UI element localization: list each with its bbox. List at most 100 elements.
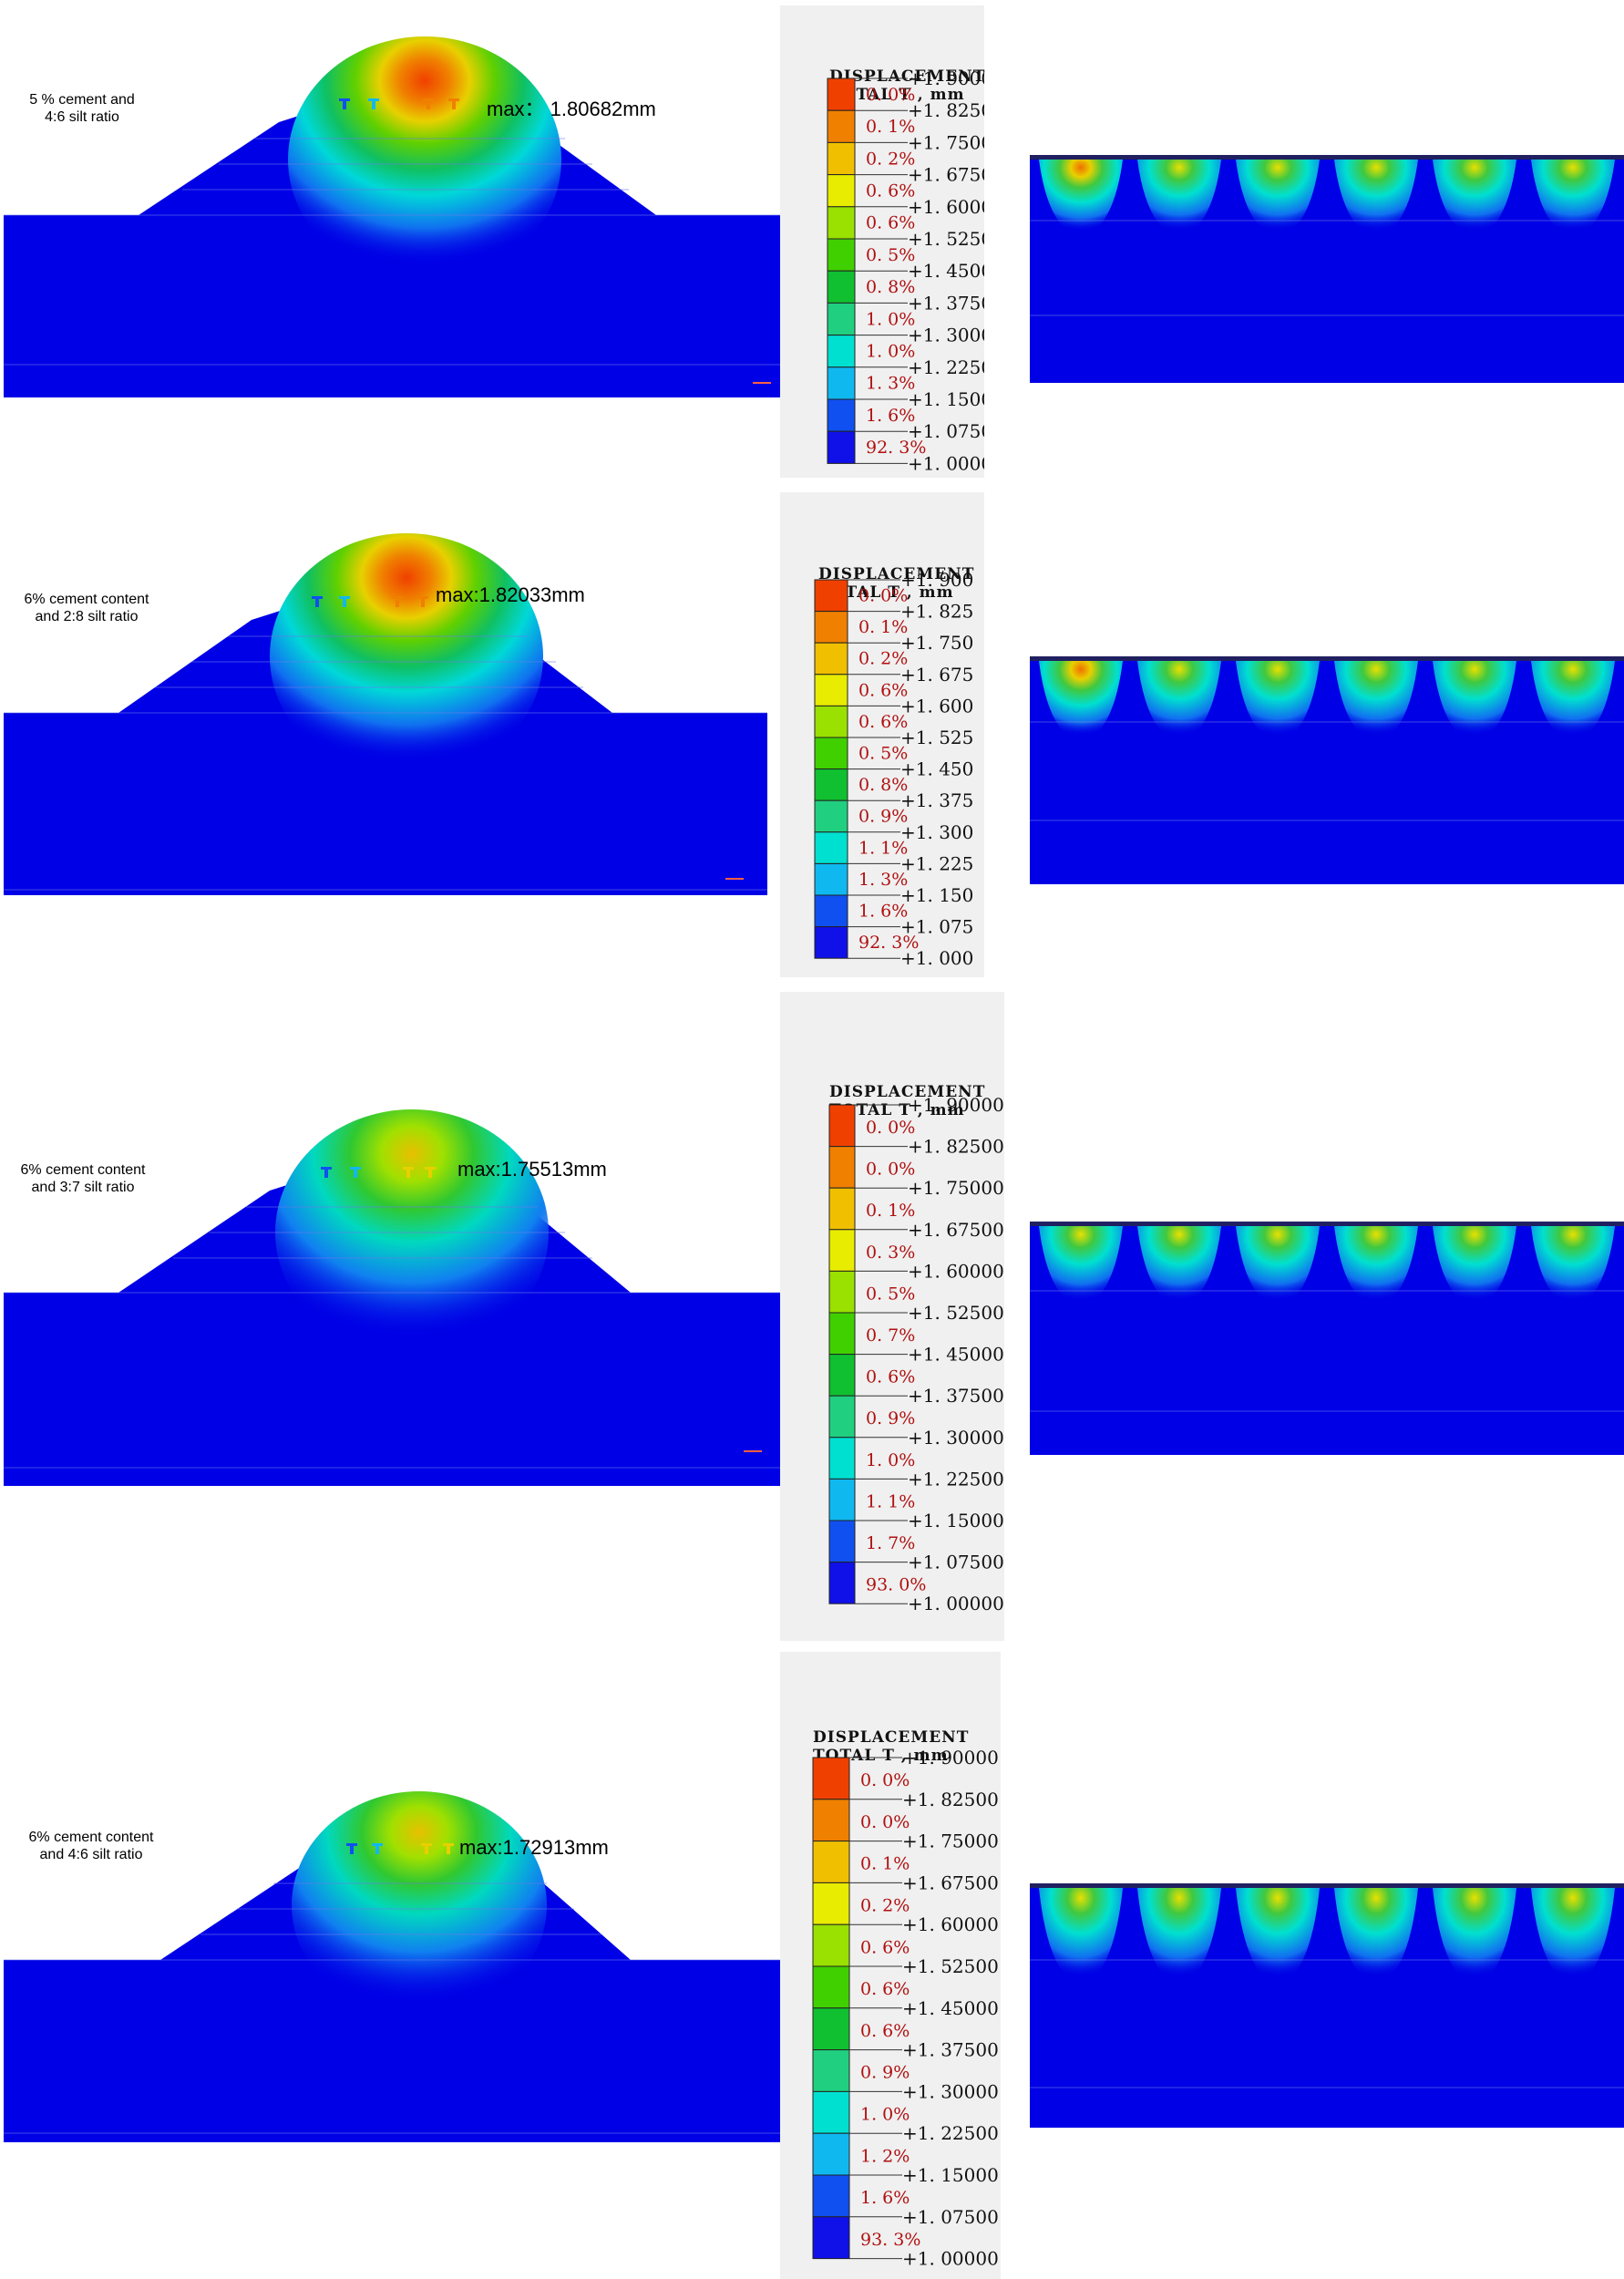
legend-color-band <box>814 768 848 801</box>
legend-color-band <box>812 1923 850 1967</box>
legend-tick-label: +1. 375 <box>900 789 973 811</box>
embankment-cross-section <box>4 1109 780 1486</box>
legend-percent: 0. 6% <box>866 181 915 201</box>
legend-percent: 0. 8% <box>866 277 915 297</box>
legend-percent: 1. 6% <box>858 902 908 922</box>
legend-percent: 0. 9% <box>860 2063 910 2083</box>
legend-tick-label: +1. 450 <box>900 758 973 780</box>
legend-tick-label: +1. 000 <box>900 947 973 969</box>
condition-label: 5 % cement and 4:6 silt ratio <box>29 92 135 125</box>
legend-percent: 1. 3% <box>866 374 915 394</box>
plan-view-contour <box>1030 1883 1624 2128</box>
legend-percent: 92. 3% <box>858 933 919 953</box>
legend-percent: 0. 9% <box>866 1408 915 1428</box>
legend-percent: 0. 6% <box>858 712 908 732</box>
legend-percent: 1. 0% <box>866 309 915 329</box>
settlement-bulbs <box>1039 1226 1615 1309</box>
legend-percent: 0. 0% <box>860 1770 910 1790</box>
legend-tick-label: +1. 7500 <box>908 131 984 153</box>
legend-color-band <box>828 1478 856 1521</box>
legend-percent: 0. 1% <box>866 1201 915 1221</box>
legend-percent: 0. 6% <box>858 680 908 700</box>
legend-tick-label: +1. 90000 <box>902 1747 999 1769</box>
legend-color-band <box>812 2132 850 2176</box>
load-markers <box>321 1167 436 1178</box>
legend-percent: 0. 9% <box>858 807 908 827</box>
legend-tick-label: +1. 22500 <box>902 2122 999 2144</box>
legend-color-band <box>828 1312 856 1356</box>
legend-percent: 0. 8% <box>858 775 908 795</box>
displacement-legend: DISPLACEMENT TOTAL T , mm 0. 0% 0. 1% 0. 2%… <box>780 5 984 478</box>
legend-tick-label: +1. 07500 <box>902 2206 999 2228</box>
load-markers <box>312 596 428 607</box>
legend-color-band <box>828 1187 856 1231</box>
legend-color-band <box>814 611 848 644</box>
legend-color-band <box>814 705 848 738</box>
legend-tick-label: +1. 0750 <box>908 420 984 442</box>
embankment-cross-section <box>4 533 767 895</box>
legend-tick-label: +1. 67500 <box>902 1872 999 1893</box>
legend-tick-label: +1. 300 <box>900 821 973 843</box>
legend-color-band <box>827 302 856 336</box>
legend-percent: 0. 0% <box>866 1118 915 1138</box>
displacement-legend: DISPLACEMENT TOTAL T , mm 0. 0% 0. 0% 0. 1%… <box>780 1652 1001 2279</box>
legend-color-band <box>827 430 856 464</box>
legend-percent: 0. 6% <box>866 1367 915 1387</box>
legend-scale: 0. 0% 0. 1% 0. 2% 0. 6% 0. 6% 0. 5% 0. 8% 1. 0%… <box>827 67 984 474</box>
legend-color-band <box>828 1229 856 1272</box>
legend-tick-label: +1. 30000 <box>902 2080 999 2102</box>
panel-1: 5 % cement and 4:6 silt ratio max： 1.8068… <box>0 0 1624 483</box>
legend-tick-label: +1. 82500 <box>902 1789 999 1810</box>
legend-color-band <box>828 1146 856 1189</box>
legend-color-band <box>812 1757 850 1800</box>
embankment-cross-section <box>4 1791 780 2142</box>
legend-percent: 1. 1% <box>858 838 908 858</box>
legend-color-band <box>828 1104 856 1148</box>
legend-tick-label: +1. 675 <box>900 664 973 686</box>
legend-percent: 0. 2% <box>860 1896 910 1916</box>
legend-color-band <box>812 2049 850 2092</box>
legend-color-band <box>814 831 848 864</box>
legend-color-band <box>814 674 848 706</box>
legend-tick-label: +1. 900 <box>900 569 973 591</box>
legend-tick-label: +1. 30000e <box>908 1427 1004 1449</box>
legend-color-band <box>814 926 848 959</box>
load-markers <box>339 98 459 109</box>
legend-tick-label: +1. 750 <box>900 632 973 654</box>
legend-tick-label: +1. 0000 <box>908 452 984 474</box>
condition-label: 6% cement content and 4:6 silt ratio <box>28 1830 154 1862</box>
legend-color-band <box>814 894 848 928</box>
embankment-cross-section <box>4 36 780 397</box>
legend-color-band <box>812 2090 850 2134</box>
legend-tick-label: +1. 60000e <box>908 1260 1004 1282</box>
legend-title: DISPLACEMENT TOTAL T , mm <box>813 1728 970 1765</box>
legend-tick-label: +1. 22500e <box>908 1468 1004 1490</box>
max-displacement-label: max:1.75513mm <box>457 1158 607 1181</box>
legend-scale: 0. 0% 0. 0% 0. 1% 0. 3% 0. 5% 0. 7% 0. 6% 0. 9%… <box>828 1094 1004 1614</box>
legend-color-band <box>814 642 848 675</box>
legend-tick-label: +1. 00000 <box>902 2248 999 2270</box>
panel-2: 6% cement content and 2:8 silt ratio max:… <box>0 483 1624 985</box>
legend-percent: 0. 0% <box>866 85 915 105</box>
legend-tick-label: +1. 9000 <box>908 67 984 89</box>
displacement-legend: DISPLACEMENT TOTAL T , mm 0. 0% 0. 0% 0. 1%… <box>780 992 1004 1641</box>
legend-percent: 1. 0% <box>866 342 915 362</box>
condition-label: 6% cement content and 2:8 silt ratio <box>24 592 149 624</box>
legend-color-band <box>828 1354 856 1397</box>
panel-3: 6% cement content and 3:7 silt ratio max:… <box>0 985 1624 1650</box>
legend-color-band <box>827 206 856 240</box>
legend-tick-label: +1. 90000e <box>908 1094 1004 1116</box>
legend-color-band <box>827 141 856 176</box>
legend-tick-label: +1. 37500 <box>902 2039 999 2061</box>
legend-tick-label: +1. 82500e <box>908 1136 1004 1158</box>
legend-tick-label: +1. 6750 <box>908 164 984 186</box>
legend-color-band <box>812 1882 850 1925</box>
legend-color-band <box>812 1965 850 2009</box>
legend-percent: 0. 0% <box>866 1160 915 1180</box>
legend-percent: 0. 3% <box>866 1243 915 1263</box>
legend-percent: 0. 6% <box>860 1937 910 1957</box>
legend-tick-label: +1. 150 <box>900 884 973 906</box>
legend-percent: 1. 0% <box>866 1450 915 1470</box>
legend-percent: 1. 1% <box>866 1491 915 1511</box>
legend-percent: 0. 5% <box>858 744 908 764</box>
